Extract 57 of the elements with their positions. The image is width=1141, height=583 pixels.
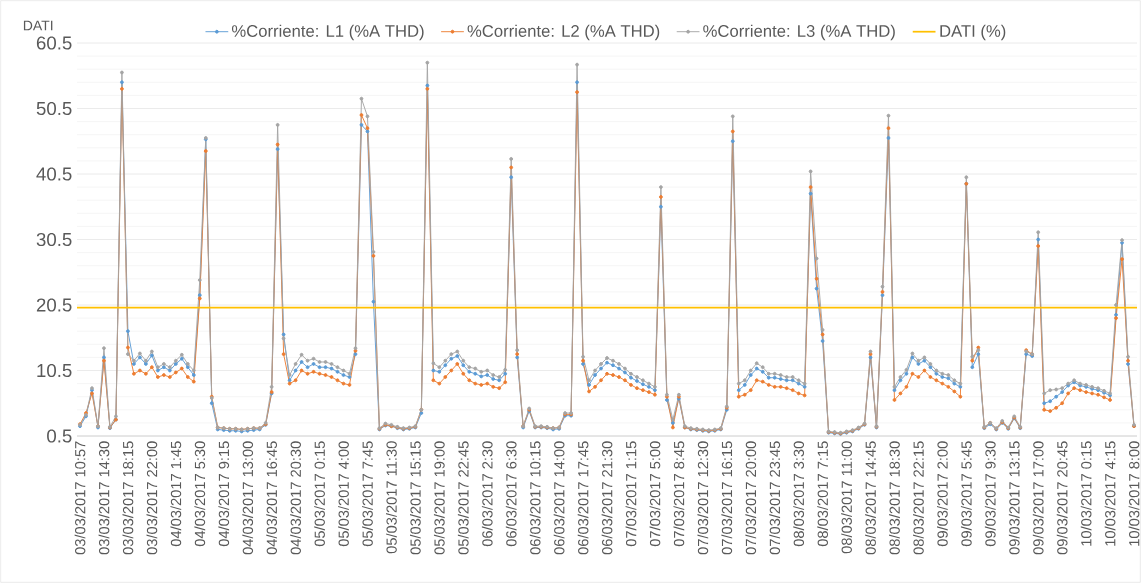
y-tick-label: 40.5 bbox=[36, 167, 72, 181]
x-tick-label: 09/03/2017 2:00 bbox=[936, 441, 948, 547]
x-tick-label: 09/03/2017 5:45 bbox=[960, 441, 972, 547]
x-tick-label: 05/03/2017 19:00 bbox=[433, 441, 445, 555]
x-tick-label: 04/03/2017 5:30 bbox=[194, 441, 206, 547]
x-tick-label: 05/03/2017 15:15 bbox=[409, 441, 421, 555]
x-tick-label: 10/03/2017 8:00 bbox=[1128, 441, 1140, 546]
x-tick-label: 07/03/2017 12:30 bbox=[697, 441, 709, 555]
x-tick-label: 08/03/2017 3:30 bbox=[793, 441, 805, 547]
x-tick-label: 07/03/2017 8:45 bbox=[673, 441, 685, 547]
legend-label: DATI (%) bbox=[940, 24, 1006, 41]
x-tick-label: 06/03/2017 2:30 bbox=[481, 441, 493, 547]
x-tick-label: 08/03/2017 11:00 bbox=[841, 441, 852, 554]
x-tick-label: 08/03/2017 7:15 bbox=[817, 441, 828, 547]
x-tick-label: 06/03/2017 14:00 bbox=[553, 441, 565, 555]
x-tick-label: 03/03/2017 10:57 bbox=[74, 441, 86, 555]
legend-label: %Corriente: L3 (%A THD) bbox=[703, 24, 895, 41]
legend-label: %Corriente: L1 (%A THD) bbox=[231, 24, 424, 41]
x-tick-label: 03/03/2017 22:00 bbox=[146, 441, 158, 555]
x-tick-label: 10/03/2017 4:15 bbox=[1104, 441, 1116, 546]
y-tick-label: 0.5 bbox=[47, 429, 72, 443]
y-tick-label: 30.5 bbox=[36, 232, 72, 247]
x-tick-label: 06/03/2017 17:45 bbox=[577, 441, 589, 555]
x-tick-label: 05/03/2017 0:15 bbox=[314, 441, 325, 547]
x-tick-label: 06/03/2017 6:30 bbox=[505, 441, 517, 547]
x-tick-label: 07/03/2017 16:15 bbox=[721, 441, 733, 555]
x-tick-label: 06/03/2017 10:15 bbox=[529, 441, 541, 555]
x-tick-label: 10/03/2017 0:15 bbox=[1080, 441, 1092, 546]
x-tick-label: 08/03/2017 14:45 bbox=[865, 441, 876, 555]
x-tick-label: 05/03/2017 7:45 bbox=[362, 441, 373, 547]
x-tick-label: 04/03/2017 1:45 bbox=[170, 441, 182, 547]
x-tick-label: 04/03/2017 16:45 bbox=[266, 441, 278, 555]
x-tick-label: 05/03/2017 4:00 bbox=[338, 441, 349, 547]
x-tick-label: 07/03/2017 20:00 bbox=[745, 441, 757, 555]
x-tick-label: 04/03/2017 20:30 bbox=[290, 441, 301, 555]
x-tick-label: 08/03/2017 18:30 bbox=[889, 441, 900, 555]
x-tick-label: 04/03/2017 13:00 bbox=[242, 441, 254, 555]
x-tick-label: 07/03/2017 5:00 bbox=[649, 441, 661, 547]
x-tick-label: 03/03/2017 18:15 bbox=[122, 441, 134, 555]
x-tick-label: 09/03/2017 9:30 bbox=[984, 441, 996, 547]
y-tick-label: 50.5 bbox=[36, 101, 72, 116]
x-tick-label: 06/03/2017 21:30 bbox=[601, 441, 613, 555]
y-axis-title: DATI bbox=[23, 20, 53, 31]
x-tick-label: 05/03/2017 22:45 bbox=[457, 441, 469, 555]
y-tick-label: 20.5 bbox=[36, 298, 72, 312]
x-tick-label: 08/03/2017 22:15 bbox=[913, 441, 924, 555]
x-tick-label: 09/03/2017 17:00 bbox=[1032, 441, 1044, 555]
x-tick-label: 05/03/2017 11:30 bbox=[386, 441, 397, 554]
x-tick-label: 09/03/2017 20:45 bbox=[1056, 441, 1068, 555]
y-tick-label: 60.5 bbox=[36, 36, 72, 50]
x-tick-label: 04/03/2017 9:15 bbox=[218, 441, 230, 547]
legend-label: %Corriente: L2 (%A THD) bbox=[467, 24, 660, 41]
x-tick-label: 03/03/2017 14:30 bbox=[98, 441, 110, 555]
x-tick-label: 09/03/2017 13:15 bbox=[1008, 441, 1020, 555]
x-tick-label: 07/03/2017 1:15 bbox=[625, 441, 637, 547]
y-tick-label: 10.5 bbox=[37, 363, 72, 378]
x-tick-label: 07/03/2017 23:45 bbox=[769, 441, 781, 555]
